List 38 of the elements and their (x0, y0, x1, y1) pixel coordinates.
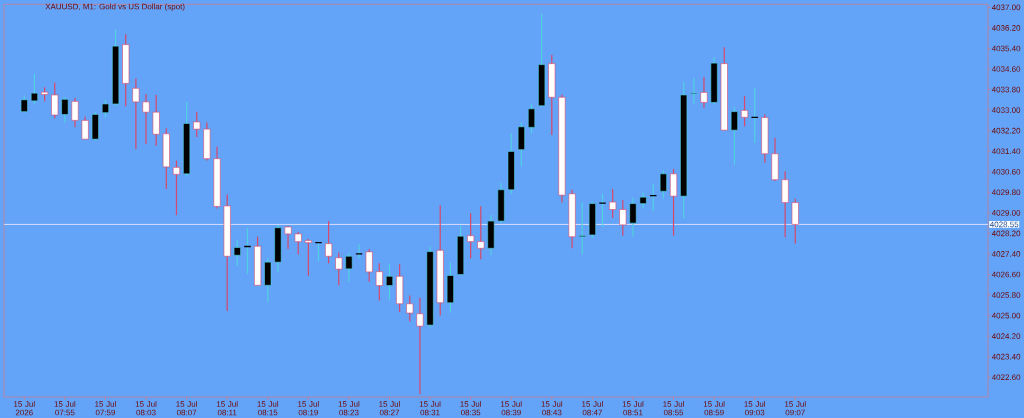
candlestick (741, 95, 749, 127)
candlestick (152, 94, 160, 147)
candlestick (619, 199, 627, 237)
candlestick (629, 197, 637, 238)
candlestick (700, 76, 708, 109)
candlestick (406, 294, 414, 323)
candlestick (365, 248, 373, 283)
candlestick (30, 73, 38, 105)
candlestick (51, 81, 59, 120)
candlestick (304, 238, 312, 277)
candlestick (416, 297, 424, 395)
candlestick (81, 115, 89, 140)
candlestick (142, 93, 150, 145)
candlestick (467, 212, 475, 259)
candlestick (527, 103, 536, 134)
candlestick (730, 106, 738, 166)
candlestick (325, 220, 333, 264)
candlestick (609, 188, 617, 219)
candlestick (193, 111, 201, 138)
candlestick (517, 121, 525, 167)
candlestick (132, 77, 140, 150)
candlestick (690, 77, 698, 105)
candlestick (294, 231, 302, 256)
candlestick (791, 198, 799, 245)
candlestick (233, 239, 241, 267)
candlestick (659, 169, 667, 200)
candlestick (71, 97, 79, 128)
candlestick (578, 202, 586, 256)
candlestick (385, 263, 394, 302)
candlestick (335, 251, 343, 286)
candlestick (264, 257, 272, 303)
candlestick (172, 159, 180, 216)
candlestick (375, 262, 383, 302)
candlestick (61, 96, 69, 124)
candlestick (669, 168, 678, 237)
candlestick (477, 205, 485, 260)
candlestick (781, 170, 789, 238)
candlestick (345, 251, 353, 283)
